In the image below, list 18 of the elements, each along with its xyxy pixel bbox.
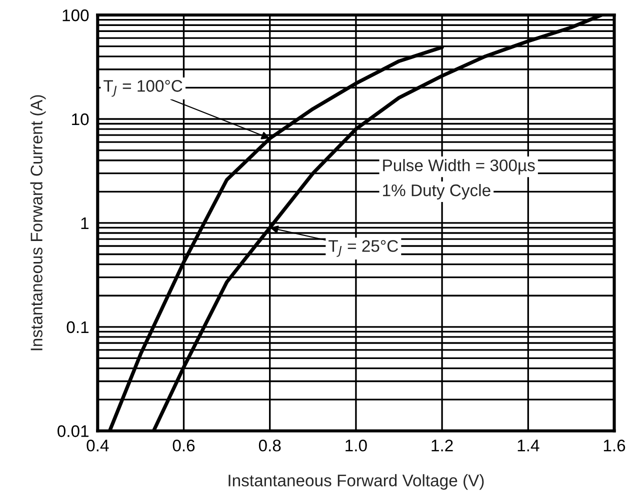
- x-tick-label: 0.6: [172, 440, 195, 452]
- annotation: Pulse Width = 300µs: [383, 159, 535, 175]
- x-tick-label: 0.4: [86, 440, 109, 452]
- y-tick-label: 1: [81, 218, 89, 229]
- x-axis-title: Instantaneous Forward Voltage (V): [228, 474, 484, 490]
- annotation: T$_{J}$ = 100°C: [104, 80, 182, 97]
- x-tick-label: 1.6: [604, 440, 626, 452]
- y-tick-label: 0.01: [58, 425, 89, 438]
- y-axis-title: Instantaneous Forward Current (A): [30, 95, 46, 350]
- x-tick-label: 0.8: [258, 440, 281, 452]
- y-tick-label: 100: [62, 9, 89, 22]
- x-tick-label: 1.0: [346, 440, 367, 452]
- annotation: 1% Duty Cycle: [383, 184, 490, 200]
- y-tick-label: 10: [72, 113, 89, 126]
- x-tick-label: 1.2: [432, 440, 453, 452]
- y-tick-label: 0.1: [66, 321, 89, 334]
- x-tick-label: 1.4: [518, 440, 540, 452]
- annotation: T$_{J}$ = 25°C: [328, 240, 398, 257]
